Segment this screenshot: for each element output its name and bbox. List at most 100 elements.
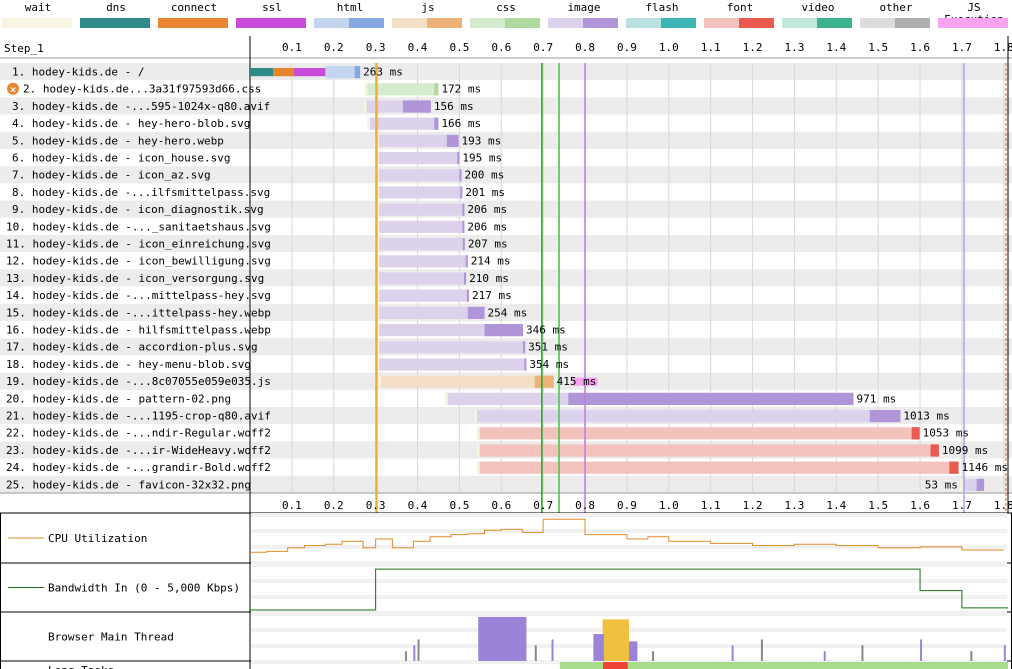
request-label[interactable]: 20. hodey-kids.de - pattern-02.png bbox=[6, 392, 231, 405]
bar-wait bbox=[476, 427, 480, 440]
main-thread-spike bbox=[534, 645, 537, 661]
tick-label-bottom: 0.5 bbox=[449, 499, 469, 512]
legend-swatch bbox=[704, 18, 774, 28]
tick-label-bottom: 1.2 bbox=[743, 499, 763, 512]
request-label[interactable]: 21. hodey-kids.de -...1195-crop-q80.avif bbox=[6, 410, 271, 423]
bar-wait bbox=[377, 375, 381, 388]
waterfall-chart: Step_1 0.1 0.1 0.2 0.2 0.3 0.3 0.4 0.4 0.5 0.5 0.6 0… bbox=[0, 36, 1012, 669]
main-thread-activity bbox=[593, 634, 604, 661]
request-label[interactable]: 9. hodey-kids.de - icon_diagnostik.svg bbox=[12, 203, 264, 216]
bar-ttfb bbox=[378, 238, 465, 251]
tick-label-top: 1.1 bbox=[701, 41, 721, 54]
request-label[interactable]: 8. hodey-kids.de -...ilfsmittelpass.svg bbox=[12, 186, 270, 199]
request-label[interactable]: 3. hodey-kids.de -...595-1024x-q80.avif bbox=[12, 100, 270, 113]
request-duration: 217 ms bbox=[472, 289, 512, 302]
request-label[interactable]: 2. hodey-kids.de...3a31f97593d66.css bbox=[23, 83, 261, 96]
bar-download bbox=[463, 272, 467, 285]
request-duration: 206 ms bbox=[467, 220, 507, 233]
panel-stripe bbox=[251, 595, 1007, 599]
request-duration: 166 ms bbox=[441, 117, 481, 130]
main-thread-spike bbox=[861, 645, 864, 661]
legend-label: other bbox=[879, 1, 913, 14]
bar-wait bbox=[366, 117, 370, 130]
request-label[interactable]: 25. hodey-kids.de - favicon-32x32.png bbox=[6, 478, 251, 491]
row-background bbox=[0, 114, 1012, 132]
request-duration: 415 ms bbox=[557, 375, 597, 388]
main-thread-spike bbox=[404, 651, 407, 661]
bar-download bbox=[930, 444, 939, 457]
bar-ttfb bbox=[478, 427, 920, 440]
row-background bbox=[0, 63, 1012, 81]
main-thread-spike bbox=[823, 651, 826, 661]
bar-download bbox=[568, 392, 854, 405]
request-label[interactable]: 18. hodey-kids.de - hey-menu-blob.svg bbox=[6, 358, 251, 371]
panel-label-cpu: CPU Utilization bbox=[48, 532, 147, 545]
legend-label: dns bbox=[106, 1, 126, 14]
panel-stripe bbox=[251, 529, 1007, 533]
request-label[interactable]: 12. hodey-kids.de - icon_bewilligung.svg bbox=[6, 255, 271, 268]
request-label[interactable]: 10. hodey-kids.de -..._sanitaetshaus.svg bbox=[6, 220, 271, 233]
request-label[interactable]: 17. hodey-kids.de - accordion-plus.svg bbox=[6, 341, 258, 354]
bar-download bbox=[459, 169, 462, 182]
request-duration: 1053 ms bbox=[923, 427, 969, 440]
legend-label: ssl bbox=[262, 1, 282, 14]
tick-label-top: 0.9 bbox=[617, 41, 637, 54]
request-label[interactable]: 11. hodey-kids.de - icon_einreichung.svg bbox=[6, 238, 271, 251]
bar-ttfb bbox=[378, 306, 485, 319]
request-duration: 207 ms bbox=[468, 238, 508, 251]
request-duration: 214 ms bbox=[471, 255, 511, 268]
request-duration: 351 ms bbox=[528, 341, 568, 354]
main-thread-spike bbox=[417, 639, 420, 661]
request-label[interactable]: 23. hodey-kids.de -...ir-WideHeavy.woff2 bbox=[6, 444, 271, 457]
request-label[interactable]: 1. hodey-kids.de - / bbox=[12, 66, 144, 79]
request-label[interactable]: 13. hodey-kids.de - icon_versorgung.svg bbox=[6, 272, 264, 285]
request-label[interactable]: 7. hodey-kids.de - icon_az.svg bbox=[12, 169, 211, 182]
panel-stripe bbox=[251, 513, 1007, 517]
request-duration: 1099 ms bbox=[942, 444, 988, 457]
request-label[interactable]: 4. hodey-kids.de - hey-hero-blob.svg bbox=[12, 117, 250, 130]
legend-swatch bbox=[236, 18, 306, 28]
legend-label: video bbox=[801, 1, 835, 14]
bar-download bbox=[467, 306, 485, 319]
bar-ttfb bbox=[368, 117, 439, 130]
bar-wait bbox=[476, 444, 480, 457]
request-label[interactable]: 16. hodey-kids.de - hilfsmittelpass.webp bbox=[6, 324, 271, 337]
long-tasks-idle bbox=[559, 662, 1008, 669]
bar-ttfb bbox=[378, 220, 465, 233]
main-thread-spike bbox=[731, 645, 734, 661]
request-duration: 354 ms bbox=[529, 358, 569, 371]
bar-ttfb bbox=[325, 66, 355, 79]
bar-download bbox=[462, 203, 465, 216]
request-duration: 195 ms bbox=[462, 152, 502, 165]
request-label[interactable]: 19. hodey-kids.de -...8c07055e059e035.js bbox=[6, 375, 271, 388]
main-thread-spike bbox=[970, 651, 973, 661]
request-duration: 156 ms bbox=[434, 100, 474, 113]
request-label[interactable]: 6. hodey-kids.de - icon_house.svg bbox=[12, 152, 231, 165]
bar-download bbox=[446, 134, 459, 147]
tick-label-bottom: 0.1 bbox=[282, 499, 302, 512]
request-label[interactable]: 5. hodey-kids.de - hey-hero.webp bbox=[12, 134, 224, 147]
bar-download bbox=[465, 255, 468, 268]
legend-item-other: other bbox=[858, 0, 934, 34]
bar-download bbox=[457, 152, 460, 165]
request-label[interactable]: 22. hodey-kids.de -...ndir-Regular.woff2 bbox=[6, 427, 271, 440]
tick-label-top: 1.7 bbox=[952, 41, 972, 54]
tick-label-bottom: 1.5 bbox=[868, 499, 888, 512]
panel-label-main_thread: Browser Main Thread bbox=[48, 631, 174, 644]
request-duration: 971 ms bbox=[856, 392, 896, 405]
warning-icon-glyph: × bbox=[9, 85, 17, 95]
bar-ssl bbox=[293, 68, 326, 77]
bar-wait bbox=[444, 392, 448, 405]
tick-label-bottom: 1.4 bbox=[826, 499, 846, 512]
bar-wait bbox=[363, 100, 367, 113]
tick-label-top: 0.2 bbox=[324, 41, 344, 54]
legend-label: image bbox=[567, 1, 601, 14]
request-label[interactable]: 15. hodey-kids.de -...ittelpass-hey.webp bbox=[6, 306, 271, 319]
tick-label-top: 1.3 bbox=[784, 41, 804, 54]
request-label[interactable]: 24. hodey-kids.de -...grandir-Bold.woff2 bbox=[6, 461, 271, 474]
tick-label-top: 1.6 bbox=[910, 41, 930, 54]
tick-label-bottom: 1.7 bbox=[952, 499, 972, 512]
tick-label-bottom: 0.9 bbox=[617, 499, 637, 512]
request-label[interactable]: 14. hodey-kids.de -...mittelpass-hey.svg bbox=[6, 289, 271, 302]
bar-download bbox=[911, 427, 920, 440]
